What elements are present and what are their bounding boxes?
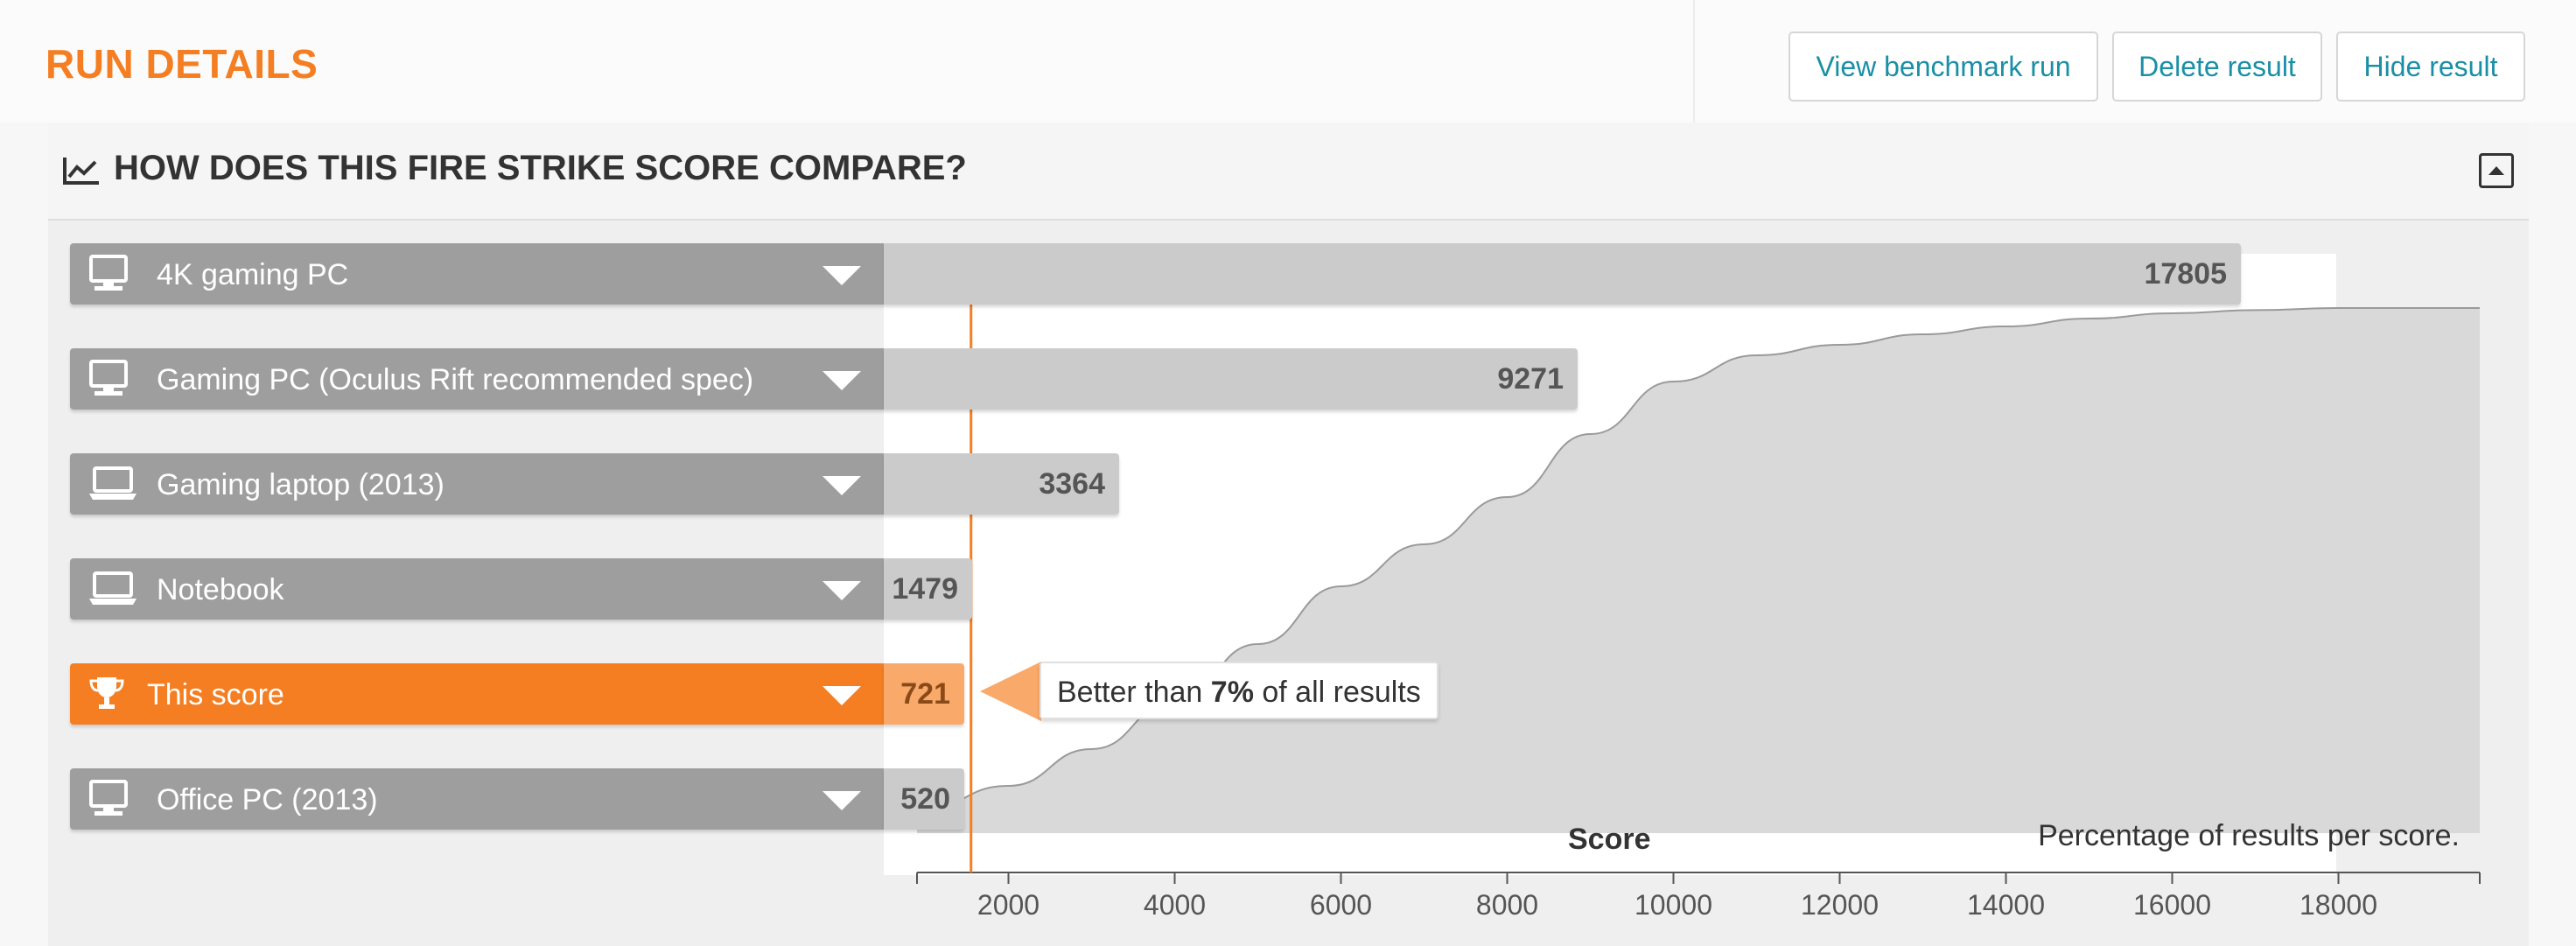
row-score: 3364 xyxy=(1039,467,1105,501)
x-tick-label: 16000 xyxy=(2133,889,2211,921)
row-score: 520 xyxy=(900,782,950,816)
chevron-down-icon[interactable] xyxy=(822,476,861,495)
row-label-text: This score xyxy=(147,678,284,711)
row-score: 1479 xyxy=(892,572,958,606)
x-axis-label: Score xyxy=(1568,823,1651,856)
x-tick-label: 4000 xyxy=(1144,889,1206,921)
chevron-down-icon[interactable] xyxy=(822,791,861,810)
x-tick-label: 2000 xyxy=(977,889,1040,921)
row-score: 9271 xyxy=(1497,362,1564,396)
chart-annotation: Percentage of results per score. xyxy=(2038,819,2460,852)
panel-title: HOW DOES THIS FIRE STRIKE SCORE COMPARE? xyxy=(114,149,967,187)
row-label-text: 4K gaming PC xyxy=(157,258,349,291)
comparison-row-label[interactable]: Gaming laptop (2013) xyxy=(70,453,884,515)
tooltip-suffix: of all results xyxy=(1253,676,1421,709)
chevron-down-icon[interactable] xyxy=(822,266,861,285)
x-tick-label: 6000 xyxy=(1310,889,1372,921)
tooltip-percent: 7% xyxy=(1210,676,1254,709)
header-divider xyxy=(1693,0,1695,123)
row-label-text: Notebook xyxy=(157,573,284,606)
row-score: 17805 xyxy=(2144,257,2227,291)
tooltip-prefix: Better than xyxy=(1057,676,1211,709)
x-tick-label: 10000 xyxy=(1634,889,1712,921)
row-score: 721 xyxy=(900,677,950,711)
comparison-row-label[interactable]: Notebook xyxy=(70,558,884,620)
comparison-row-bar: 721 xyxy=(884,663,964,725)
chevron-down-icon[interactable] xyxy=(822,581,861,600)
row-label-text: Office PC (2013) xyxy=(157,783,378,816)
comparison-row-bar: 17805 xyxy=(884,243,2241,305)
collapse-up-icon[interactable] xyxy=(2479,153,2514,188)
hide-result-button[interactable]: Hide result xyxy=(2336,32,2525,102)
tooltip-arrow xyxy=(980,662,1041,721)
desktop-icon xyxy=(88,779,130,823)
row-label-text: Gaming laptop (2013) xyxy=(157,468,444,501)
desktop-icon xyxy=(88,359,130,403)
x-tick-label: 8000 xyxy=(1476,889,1538,921)
laptop-icon xyxy=(88,464,138,508)
row-label-text: Gaming PC (Oculus Rift recommended spec) xyxy=(157,363,754,396)
x-tick-label: 18000 xyxy=(2300,889,2377,921)
desktop-icon xyxy=(88,254,130,298)
comparison-row-bar: 9271 xyxy=(884,348,1578,410)
panel-header: HOW DOES THIS FIRE STRIKE SCORE COMPARE? xyxy=(48,123,2529,221)
comparison-row-bar: 1479 xyxy=(884,558,972,620)
x-tick-label: 14000 xyxy=(1967,889,2045,921)
comparison-row-label[interactable]: Gaming PC (Oculus Rift recommended spec) xyxy=(70,348,884,410)
trophy-icon xyxy=(88,674,126,718)
chevron-down-icon[interactable] xyxy=(822,686,861,705)
comparison-row-label[interactable]: This score xyxy=(70,663,884,725)
page-title: RUN DETAILS xyxy=(46,41,318,87)
comparison-row-bar: 520 xyxy=(884,768,964,830)
comparison-row-label[interactable]: 4K gaming PC xyxy=(70,243,884,305)
chevron-down-icon[interactable] xyxy=(822,371,861,390)
delete-result-button[interactable]: Delete result xyxy=(2112,32,2322,102)
view-benchmark-run-button[interactable]: View benchmark run xyxy=(1788,32,2098,102)
comparison-row-label[interactable]: Office PC (2013) xyxy=(70,768,884,830)
x-tick-label: 12000 xyxy=(1801,889,1879,921)
comparison-row-bar: 3364 xyxy=(884,453,1119,515)
percentile-tooltip: Better than 7% of all results xyxy=(1040,662,1438,719)
line-chart-icon xyxy=(63,158,99,185)
laptop-icon xyxy=(88,569,138,613)
